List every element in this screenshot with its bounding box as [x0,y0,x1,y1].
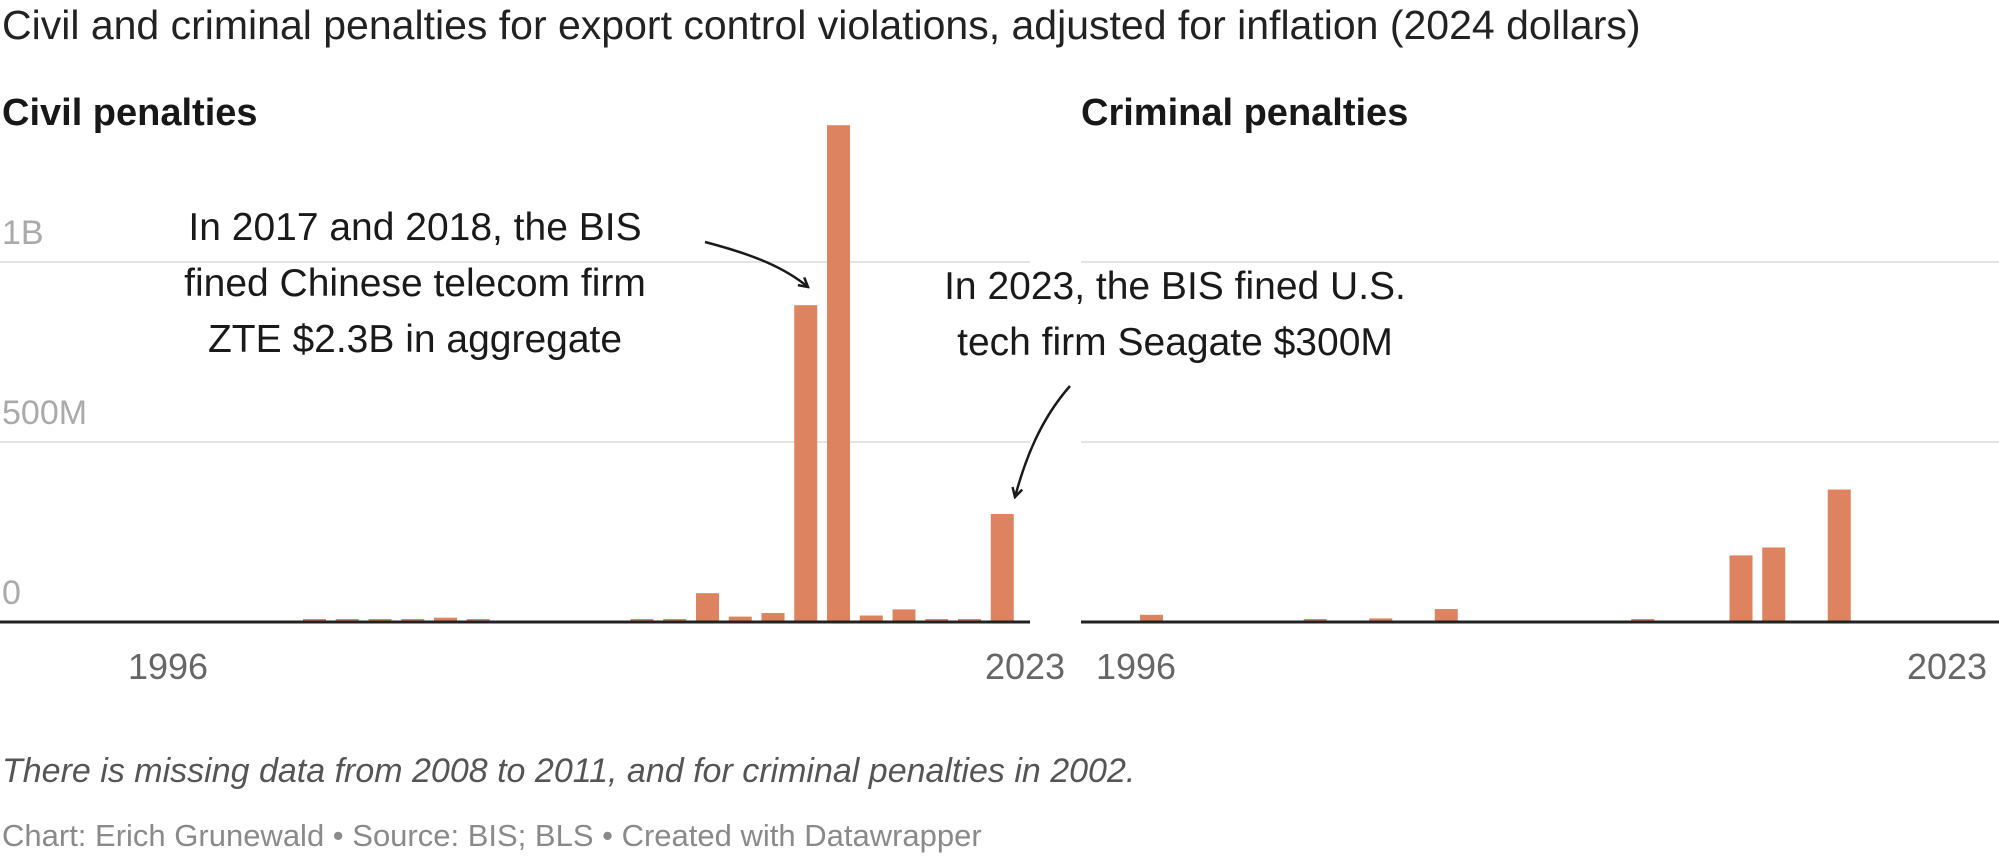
y-tick-label: 1B [2,214,44,252]
y-tick-label: 500M [2,394,87,432]
seagate-annotation-line: tech firm Seagate $300M [957,321,1393,364]
chart-note: There is missing data from 2008 to 2011,… [2,752,1136,790]
x-tick-label: 2023 [1907,646,1987,687]
small-multiples-bar-chart: 0 500M 1B 1996 2023 1996 2023 [0,125,1999,687]
civil-penalties-panel: 0 500M 1B 1996 2023 [0,125,1065,687]
bar-2007 [1434,609,1458,622]
bar-2017 [794,305,818,622]
bar-1998 [1140,614,1163,622]
bar-2014 [696,593,719,622]
bar-2006 [434,617,457,622]
zte-annotation-line: fined Chinese telecom firm [184,262,646,305]
seagate-annotation: In 2023, the BIS fined U.S. tech firm Se… [895,259,1455,371]
bar-2019 [1827,489,1851,622]
bar-2019 [859,615,883,622]
x-tick-label: 1996 [1096,646,1176,687]
x-tick-label: 2023 [985,646,1065,687]
x-tick-label: 1996 [128,646,208,687]
bar-2018 [827,125,850,622]
seagate-annotation-line: In 2023, the BIS fined U.S. [944,265,1406,308]
bar-2023 [990,514,1014,622]
zte-annotation-line: ZTE $2.3B in aggregate [207,318,623,361]
bar-2016 [761,613,785,622]
bar-2020 [892,609,916,622]
bar-2016 [1729,555,1753,622]
bar-2015 [728,616,752,622]
bar-2017 [1762,547,1786,622]
criminal-panel-title: Criminal penalties [1081,92,1409,134]
civil-panel-title: Civil penalties [2,92,258,134]
zte-annotation-arrow [704,240,808,287]
chart-title: Civil and criminal penalties for export … [2,2,1641,48]
seagate-annotation-arrow [1015,385,1071,497]
chart-byline: Chart: Erich Grunewald • Source: BIS; BL… [2,818,982,853]
zte-annotation-line: In 2017 and 2018, the BIS [188,206,642,249]
y-tick-label: 0 [2,574,21,612]
zte-annotation: In 2017 and 2018, the BIS fined Chinese … [135,200,695,368]
bar-2005 [1369,618,1393,622]
criminal-penalties-panel: 1996 2023 [1081,261,1999,687]
